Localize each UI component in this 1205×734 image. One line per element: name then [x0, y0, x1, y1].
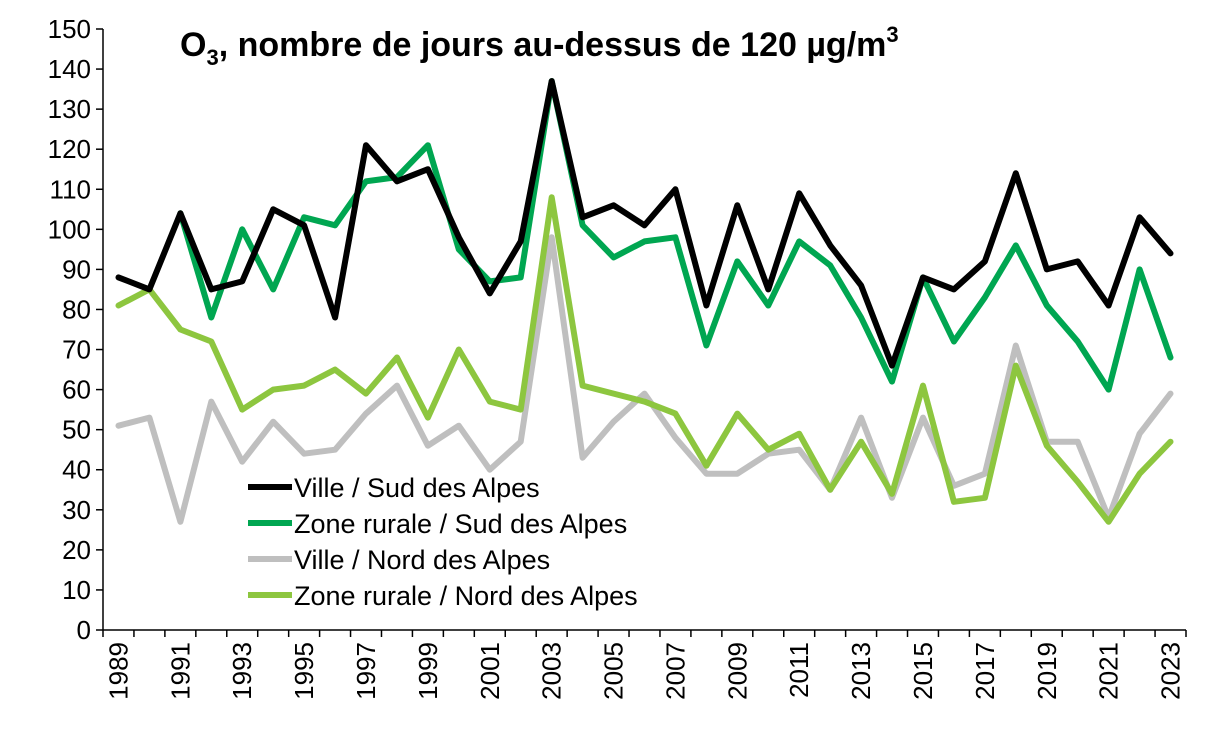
x-tick-label: 2003	[537, 642, 567, 700]
y-axis-ticks: 0 10 20 30 40 50 60 70 80 90 100 110 120 130 140 150	[48, 14, 103, 645]
y-tick-label: 90	[62, 254, 91, 284]
y-tick-label: 70	[62, 335, 91, 365]
legend: Ville / Sud des Alpes Zone rurale / Sud d…	[248, 473, 638, 611]
y-tick-label: 150	[48, 14, 91, 44]
series-line-2	[177, 78, 1174, 393]
y-tick-label: 20	[62, 535, 91, 565]
y-tick-label: 130	[48, 94, 91, 124]
chart-title-prefix: O	[180, 26, 206, 64]
x-tick-label: 2005	[599, 642, 629, 700]
x-tick-label: 1997	[351, 642, 381, 700]
chart-title: O3, nombre de jours au-dessus de 120 µg/…	[180, 22, 899, 70]
x-tick-label: 2019	[1032, 642, 1062, 700]
y-tick-label: 110	[50, 174, 91, 204]
y-tick-label: 40	[62, 455, 91, 485]
y-tick-label: 50	[62, 415, 91, 445]
x-tick-label: 2023	[1156, 642, 1186, 700]
x-tick-label: 1993	[227, 642, 257, 700]
y-tick-label: 80	[62, 294, 91, 324]
x-tick-label: 1995	[289, 642, 319, 700]
legend-label-4: Zone rurale / Nord des Alpes	[294, 581, 638, 611]
y-tick-label: 140	[48, 54, 91, 84]
legend-label-3: Ville / Nord des Alpes	[294, 545, 550, 575]
y-tick-label: 120	[48, 134, 91, 164]
x-tick-label: 2001	[475, 642, 505, 700]
series-line-1	[115, 78, 1174, 369]
x-tick-label: 2011	[784, 642, 814, 698]
x-tick-label: 2007	[660, 642, 690, 700]
x-tick-label: 2017	[970, 642, 1000, 700]
legend-label-1: Ville / Sud des Alpes	[294, 473, 540, 503]
series-line-4	[115, 194, 1174, 525]
axes	[102, 29, 1186, 631]
y-tick-label: 60	[62, 375, 91, 405]
series-line-3	[115, 234, 1174, 525]
x-tick-label: 2021	[1094, 642, 1124, 700]
chart-title-main: , nombre de jours au-dessus de 120 µg/m	[219, 26, 887, 64]
x-tick-label: 1991	[165, 642, 195, 700]
legend-label-2: Zone rurale / Sud des Alpes	[294, 509, 627, 539]
y-tick-label: 30	[62, 495, 91, 525]
chart-title-superscript: 3	[886, 22, 898, 47]
x-tick-label: 2015	[908, 642, 938, 700]
series-lines	[115, 78, 1174, 525]
x-tick-label: 2009	[722, 642, 752, 700]
x-tick-label: 1999	[413, 642, 443, 700]
x-tick-label: 2013	[846, 642, 876, 700]
y-tick-label: 10	[62, 575, 91, 605]
x-tick-label: 1989	[103, 642, 133, 700]
y-tick-label: 100	[48, 214, 91, 244]
y-tick-label: 0	[77, 615, 91, 645]
x-axis-ticks: 1989 1991 1993 1995 1997 1999 2001 2003 2005 2007…	[102, 630, 1187, 700]
chart-title-subscript: 3	[206, 45, 218, 70]
